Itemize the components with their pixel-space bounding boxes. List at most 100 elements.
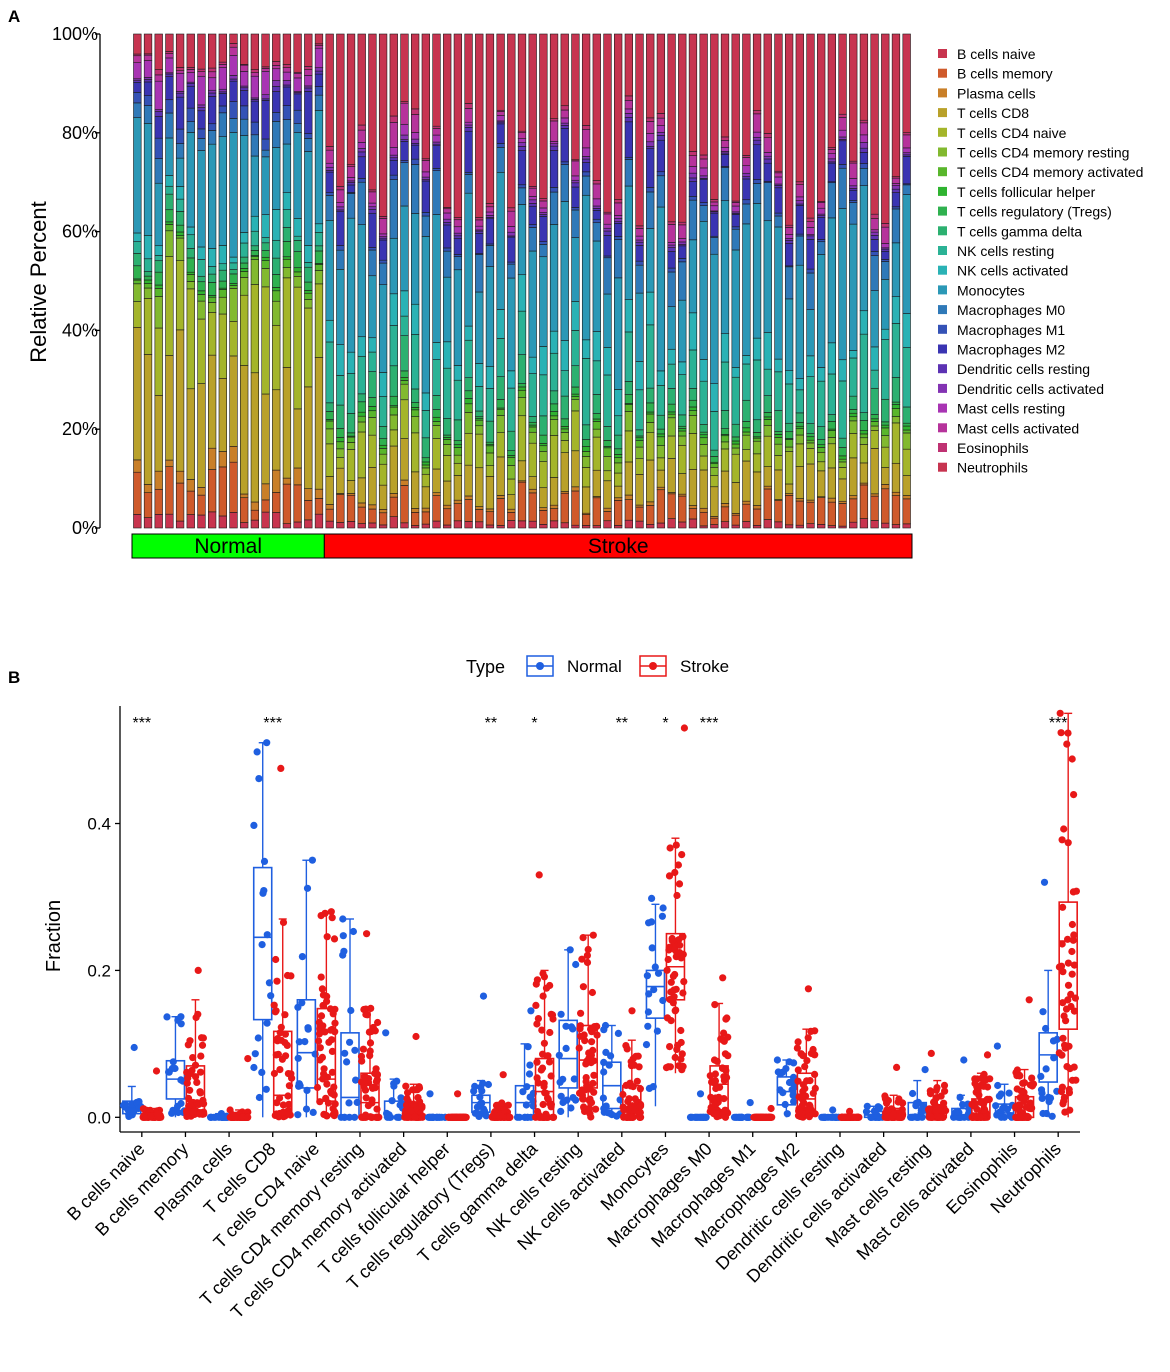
stacked-segment-22-0 <box>368 522 377 529</box>
stacked-segment-21-19 <box>357 129 366 143</box>
data-point <box>559 1098 567 1107</box>
boxplot-normal-14 <box>730 1099 754 1121</box>
data-point <box>499 1071 507 1079</box>
chart-a-y-axis: 0%20%40%60%80%100% <box>52 24 101 538</box>
stacked-segment-15-13 <box>293 123 302 133</box>
data-point <box>1057 729 1065 737</box>
stacked-segment-1-15 <box>143 81 153 96</box>
stacked-segment-43-0 <box>592 525 601 529</box>
boxplot-stroke-1 <box>183 966 208 1120</box>
stacked-segment-12-13 <box>261 149 270 158</box>
stacked-segment-32-4 <box>475 433 484 469</box>
stacked-segment-59-20 <box>763 133 772 139</box>
stacked-segment-66-15 <box>838 140 847 165</box>
box <box>558 1019 578 1089</box>
stacked-segment-12-15 <box>261 100 270 140</box>
stacked-segment-56-10 <box>731 376 740 425</box>
stacked-segment-68-16 <box>859 147 869 153</box>
stacked-segment-7-9 <box>207 273 217 283</box>
stacked-segment-14-4 <box>282 277 292 368</box>
stacked-segment-60-19 <box>774 172 783 178</box>
stacked-segment-62-4 <box>795 443 804 467</box>
stacked-segment-24-18 <box>389 146 398 156</box>
stacked-segment-72-9 <box>902 406 911 424</box>
data-point <box>767 1104 775 1113</box>
stacked-segment-39-1 <box>549 508 559 522</box>
data-point <box>960 1056 968 1064</box>
stacked-segment-25-9 <box>400 335 409 372</box>
stacked-segment-43-14 <box>592 218 601 224</box>
data-point <box>1058 836 1066 844</box>
stacked-segment-24-17 <box>389 154 398 159</box>
box <box>1038 1032 1058 1083</box>
stacked-segment-22-14 <box>368 247 377 251</box>
data-point <box>346 1038 354 1046</box>
stacked-segment-41-3 <box>571 450 580 488</box>
stacked-segment-13-1 <box>272 492 281 513</box>
stacked-segment-8-18 <box>218 67 227 90</box>
stacked-segment-24-16 <box>389 157 398 161</box>
stacked-segment-36-4 <box>517 415 527 462</box>
data-point <box>321 909 329 917</box>
data-point <box>319 1001 327 1010</box>
stacked-segment-58-4 <box>752 453 762 473</box>
stacked-segment-22-5 <box>368 417 377 436</box>
stacked-segment-71-18 <box>891 183 901 186</box>
stacked-segment-65-0 <box>827 525 837 529</box>
data-point <box>328 914 336 922</box>
stacked-segment-71-9 <box>891 377 901 403</box>
stacked-segment-64-21 <box>817 33 826 202</box>
data-point <box>983 1051 992 1059</box>
stacked-segment-57-4 <box>742 449 751 462</box>
stacked-segment-5-13 <box>186 121 195 133</box>
stacked-segment-8-4 <box>218 313 227 379</box>
data-point <box>454 1090 462 1098</box>
stacked-segment-57-1 <box>742 503 751 522</box>
stacked-segment-42-5 <box>581 456 591 468</box>
stacked-segment-6-5 <box>197 300 206 320</box>
stacked-segment-59-21 <box>763 33 772 134</box>
stacked-segment-52-11 <box>688 312 698 351</box>
stacked-segment-23-0 <box>378 524 388 529</box>
stacked-segment-20-11 <box>346 351 356 374</box>
data-point <box>382 1029 390 1037</box>
stacked-segment-61-3 <box>784 483 794 494</box>
stacked-segment-72-5 <box>902 432 911 450</box>
stacked-segment-30-2 <box>453 499 463 504</box>
stacked-segment-7-6 <box>207 296 217 303</box>
stacked-segment-61-8 <box>784 431 794 439</box>
stacked-segment-10-0 <box>240 522 249 529</box>
stacked-segment-45-14 <box>614 236 623 240</box>
stacked-segment-13-11 <box>272 209 281 241</box>
y-tick-label: 100% <box>52 24 98 44</box>
stacked-segment-59-12 <box>763 220 772 333</box>
stacked-segment-12-14 <box>261 138 270 151</box>
stacked-segment-60-11 <box>774 358 783 373</box>
data-point <box>476 1100 484 1108</box>
data-point <box>278 1055 286 1063</box>
stacked-segment-12-3 <box>261 393 270 485</box>
stacked-segment-18-2 <box>325 504 334 510</box>
stacked-segment-19-14 <box>336 245 345 251</box>
data-point <box>588 988 597 997</box>
data-point <box>973 1105 981 1113</box>
stacked-segment-19-9 <box>336 404 345 429</box>
stacked-segment-53-20 <box>699 154 708 160</box>
stacked-segment-52-14 <box>688 196 698 201</box>
stacked-segment-62-13 <box>795 235 804 266</box>
stacked-segment-33-4 <box>485 465 495 477</box>
stacked-segment-14-9 <box>282 227 292 242</box>
stacked-segment-59-15 <box>763 162 772 182</box>
stacked-segment-50-19 <box>667 224 676 243</box>
stacked-segment-16-4 <box>304 307 313 388</box>
stacked-segment-21-8 <box>357 401 366 413</box>
panel-a-label: A <box>8 7 20 26</box>
stacked-segment-52-7 <box>688 406 698 411</box>
stacked-segment-22-17 <box>368 206 377 210</box>
stacked-segment-29-10 <box>443 367 452 419</box>
stacked-segment-33-0 <box>485 524 495 529</box>
stacked-segment-34-21 <box>496 33 505 111</box>
stacked-segment-12-5 <box>261 268 270 288</box>
stacked-segment-8-11 <box>218 245 227 265</box>
stacked-segment-24-13 <box>389 179 398 239</box>
